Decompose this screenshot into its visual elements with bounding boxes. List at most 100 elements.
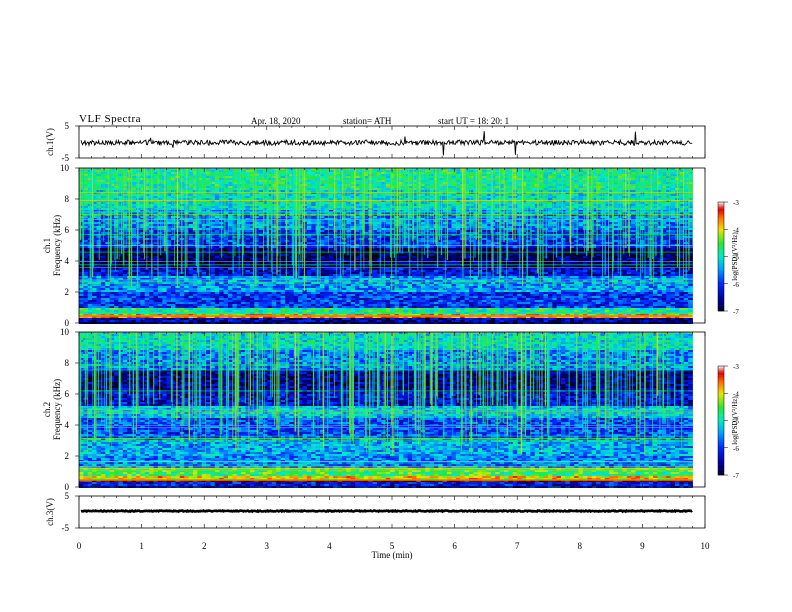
- spectrogram-cell: [447, 186, 452, 188]
- spectrogram-cell: [131, 186, 137, 188]
- spectrogram-cell: [337, 196, 343, 198]
- spectrogram-cell: [451, 236, 457, 238]
- spectrogram-cell: [306, 220, 312, 222]
- spectrogram-cell: [368, 232, 373, 234]
- spectrogram-cell: [197, 198, 203, 200]
- spectrogram-cell: [166, 188, 172, 190]
- spectrogram-cell: [385, 228, 391, 230]
- spectrogram-cell: [455, 176, 461, 178]
- spectrogram-cell: [539, 204, 544, 206]
- spectrogram-cell: [79, 168, 84, 170]
- spectrogram-cell: [477, 172, 483, 174]
- spectrogram-cell: [644, 174, 650, 176]
- spectrogram-cell: [679, 206, 685, 208]
- spectrogram-cell: [561, 196, 566, 198]
- spectrogram-cell: [324, 198, 330, 200]
- spectrogram-cell: [320, 210, 325, 212]
- spectrogram-cell: [333, 172, 338, 174]
- spectrogram-cell: [556, 202, 562, 204]
- spectrogram-cell: [661, 186, 667, 188]
- spectrogram-cell: [670, 224, 676, 226]
- spectrogram-cell: [451, 228, 457, 230]
- spectrogram-cell: [166, 208, 172, 210]
- spectrogram-cell: [306, 208, 312, 210]
- spectrogram-cell: [210, 232, 216, 234]
- spectrogram-cell: [105, 196, 111, 198]
- spectrogram-cell: [267, 174, 273, 176]
- spectrogram-cell: [228, 198, 233, 200]
- spectrogram-cell: [171, 198, 176, 200]
- spectrogram-cell: [679, 182, 685, 184]
- spectrogram-cell: [377, 190, 382, 192]
- spectrogram-cell: [214, 204, 220, 206]
- spectrogram-cell: [556, 204, 562, 206]
- spectrogram-cell: [206, 188, 211, 190]
- spectrogram-cell: [688, 186, 693, 188]
- spectrogram-cell: [469, 186, 474, 188]
- spectrogram-cell: [499, 204, 505, 206]
- spectrogram-cell: [644, 172, 650, 174]
- spectrogram-cell: [320, 194, 325, 196]
- spectrogram-cell: [188, 196, 194, 198]
- spectrogram-cell: [350, 190, 356, 192]
- spectrogram-cell: [285, 226, 290, 228]
- spectrogram-cell: [122, 176, 128, 178]
- spectrogram-cell: [311, 232, 316, 234]
- spectrogram-cell: [486, 204, 492, 206]
- spectrogram-cell: [385, 172, 391, 174]
- spectrogram-cell: [249, 210, 255, 212]
- spectrogram-cell: [469, 208, 474, 210]
- spectrogram-cell: [337, 232, 343, 234]
- spectrogram-cell: [539, 168, 544, 170]
- spectrogram-cell: [368, 196, 373, 198]
- spectrogram-cell: [482, 178, 487, 180]
- spectrogram-cell: [249, 182, 255, 184]
- spectrogram-cell: [249, 174, 255, 176]
- spectrogram-cell: [477, 198, 483, 200]
- spectrogram-cell: [368, 216, 373, 218]
- spectrogram-cell: [346, 188, 352, 190]
- spectrogram-cell: [530, 208, 536, 210]
- spectrogram-cell: [79, 176, 84, 178]
- spectrogram-cell: [271, 204, 277, 206]
- spectrogram-cell: [526, 196, 531, 198]
- spectrogram-cell: [622, 172, 628, 174]
- spectrogram-cell: [188, 182, 194, 184]
- spectrogram-cell: [311, 208, 316, 210]
- spectrogram-cell: [350, 194, 356, 196]
- spectrogram-cell: [539, 188, 544, 190]
- spectrogram-cell: [355, 228, 360, 230]
- spectrogram-cell: [539, 174, 544, 176]
- spectrogram-cell: [105, 230, 111, 232]
- spectrogram-cell: [271, 190, 277, 192]
- spectrogram-cell: [346, 170, 352, 172]
- spectrogram-cell: [83, 222, 89, 224]
- spectrogram-cell: [381, 232, 387, 234]
- spectrogram-cell: [228, 228, 233, 230]
- spectrogram-cell: [350, 196, 356, 198]
- spectrogram-cell: [118, 186, 124, 188]
- spectrogram-cell: [122, 172, 128, 174]
- spectrogram-cell: [368, 182, 373, 184]
- spectrogram-cell: [372, 232, 378, 234]
- spectrogram-cell: [114, 230, 119, 232]
- spectrogram-cell: [363, 188, 369, 190]
- spectrogram-cell: [482, 232, 487, 234]
- spectrogram-cell: [350, 202, 356, 204]
- spectrogram-cell: [609, 188, 614, 190]
- spectrogram-cell: [679, 172, 685, 174]
- spectrogram-cell: [377, 172, 382, 174]
- spectrogram-cell: [547, 230, 553, 232]
- spectrogram-cell: [666, 182, 671, 184]
- spectrogram-cell: [267, 194, 273, 196]
- spectrogram-cell: [346, 190, 352, 192]
- spectrogram-cell: [83, 168, 89, 170]
- spectrogram-cell: [363, 236, 369, 238]
- spectrogram-cell: [363, 168, 369, 170]
- spectrogram-cell: [631, 178, 636, 180]
- spectrogram-cell: [613, 216, 619, 218]
- spectrogram-cell: [153, 176, 159, 178]
- spectrogram-cell: [613, 222, 619, 224]
- spectrogram-cell: [140, 194, 146, 196]
- spectrogram-cell: [320, 202, 325, 204]
